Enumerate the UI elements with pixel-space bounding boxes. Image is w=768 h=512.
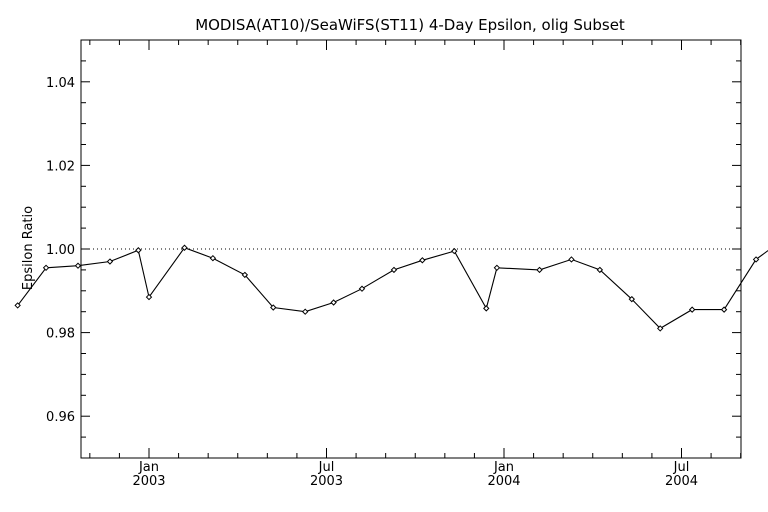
data-point [752, 256, 760, 263]
data-point [536, 266, 543, 274]
series-markers [14, 244, 760, 332]
series-line [17, 247, 768, 330]
x-tick-month: Jan [493, 460, 514, 475]
data-point [358, 285, 366, 292]
x-tick-month: Jan [138, 460, 159, 475]
data-point [568, 256, 575, 263]
chart-title: MODISA(AT10)/SeaWiFS(ST11) 4-Day Epsilon… [195, 16, 625, 34]
data-point [270, 304, 277, 311]
data-point [628, 295, 636, 303]
y-tick-label: 1.04 [46, 76, 75, 91]
data-point [390, 266, 398, 274]
x-tick-year: 2004 [487, 474, 520, 489]
x-tick-month: Jul [318, 460, 335, 475]
data-point [301, 308, 309, 315]
data-point [720, 306, 728, 313]
y-tick-label: 0.96 [46, 410, 75, 425]
y-tick-label: 1.02 [46, 159, 75, 174]
data-point [656, 325, 664, 332]
data-point [241, 271, 249, 279]
y-axis-label: Epsilon Ratio [21, 206, 36, 290]
data-point [419, 257, 426, 264]
data-point [451, 247, 458, 255]
x-tick-month: Jul [673, 460, 690, 475]
x-tick-year: 2003 [310, 474, 343, 489]
data-point [14, 302, 21, 309]
x-tick-year: 2003 [132, 474, 165, 489]
data-point [135, 247, 142, 254]
x-tick-year: 2004 [665, 474, 698, 489]
y-tick-label: 0.98 [46, 327, 75, 342]
data-point [209, 254, 217, 262]
data-point [181, 244, 188, 251]
plot-frame [80, 39, 742, 459]
x-axis: Jan2003Jul2003Jan2004Jul2004Jan2005Jul20… [89, 40, 742, 489]
data-point [42, 264, 50, 272]
data-point [688, 306, 696, 313]
y-axis: 0.96 0.98 1.00 1.02 1.04 [46, 39, 741, 459]
y-tick-label: 1.00 [46, 243, 75, 258]
data-point [74, 262, 82, 269]
data-point [596, 266, 604, 274]
data-point [493, 264, 501, 272]
data-point [330, 299, 337, 306]
data-point [106, 258, 114, 265]
data-point [483, 305, 490, 312]
data-point [145, 293, 153, 301]
